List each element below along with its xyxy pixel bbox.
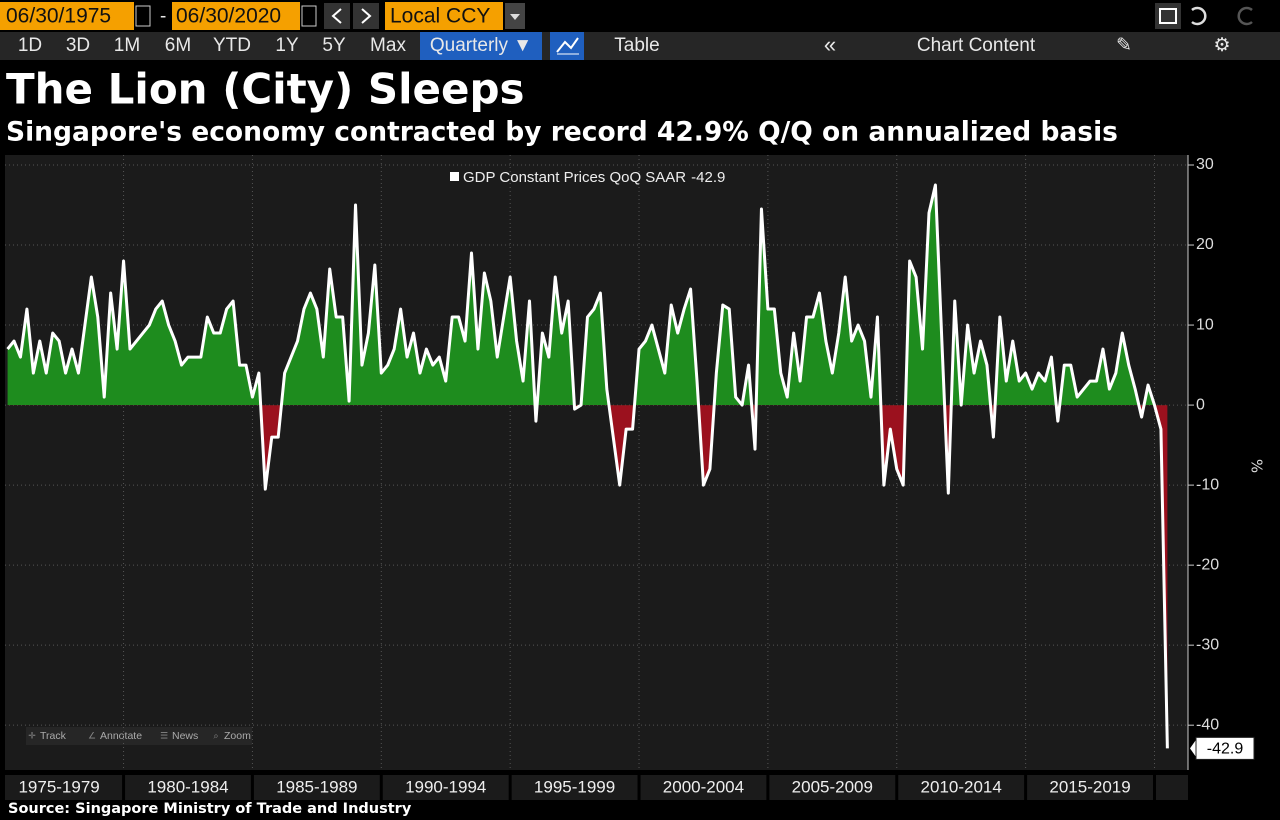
x-tick-label: 2000-2004 bbox=[663, 777, 744, 796]
range-button[interactable]: Max bbox=[370, 35, 406, 56]
legend-swatch bbox=[450, 172, 459, 181]
x-tick-label: 1995-1999 bbox=[534, 777, 615, 796]
toolbar-top: 06/30/1975 - 06/30/2020 Local CCY bbox=[0, 2, 1253, 30]
x-tick-label: 1980-1984 bbox=[147, 777, 228, 796]
range-button[interactable]: YTD bbox=[213, 35, 251, 56]
edit-icon[interactable]: ✎ bbox=[1116, 35, 1132, 56]
range-button[interactable]: 1D bbox=[18, 35, 42, 56]
chart-title: The Lion (City) Sleeps bbox=[6, 65, 525, 114]
y-tick-label: 20 bbox=[1196, 236, 1214, 253]
x-tick-label: 1975-1979 bbox=[18, 777, 99, 796]
y-tick-label: 30 bbox=[1196, 156, 1214, 173]
tool-button[interactable]: Zoom bbox=[224, 730, 251, 742]
prev-icon bbox=[331, 8, 342, 24]
y-tick-label: -30 bbox=[1196, 636, 1219, 653]
play-button[interactable] bbox=[1155, 3, 1181, 29]
currency[interactable]: Local CCY bbox=[390, 5, 490, 28]
end-date-box[interactable] bbox=[172, 2, 300, 30]
next-button[interactable] bbox=[353, 3, 379, 29]
chart-content-button[interactable]: Chart Content bbox=[917, 35, 1036, 56]
tool-icon: ✛ bbox=[28, 732, 36, 742]
x-axis-band bbox=[5, 775, 1188, 800]
tool-button[interactable]: Annotate bbox=[100, 730, 142, 742]
last-value-tag bbox=[1195, 736, 1255, 760]
legend-entry: GDP Constant Prices QoQ SAAR -42.9 bbox=[463, 169, 725, 186]
calendar-icon[interactable] bbox=[135, 5, 151, 27]
legend-value: -42.9 bbox=[691, 169, 725, 186]
y-tick-label: 0 bbox=[1196, 396, 1205, 413]
undo-icon[interactable] bbox=[1191, 6, 1207, 26]
frequency-box[interactable] bbox=[420, 32, 542, 60]
x-tick-label: 2005-2009 bbox=[792, 777, 873, 796]
line bbox=[6, 183, 1169, 749]
redo-icon[interactable] bbox=[1237, 6, 1253, 26]
date-separator: - bbox=[160, 6, 166, 27]
source: Source: Singapore Ministry of Trade and … bbox=[8, 801, 412, 817]
last-value-label: -42.9 bbox=[1207, 741, 1244, 758]
dropdown-icon bbox=[510, 14, 520, 20]
tool-button[interactable]: Track bbox=[40, 730, 67, 742]
y-axis-label: % bbox=[1248, 459, 1266, 473]
start-date-box[interactable] bbox=[0, 2, 134, 30]
chart-tools-bar bbox=[26, 727, 252, 745]
last-value-tag-arrow bbox=[1190, 738, 1197, 759]
start-date[interactable]: 06/30/1975 bbox=[6, 5, 111, 28]
x-tick-label: 2010-2014 bbox=[921, 777, 1002, 796]
next-icon bbox=[361, 8, 372, 24]
calendar-icon[interactable] bbox=[301, 5, 317, 27]
currency-box[interactable] bbox=[385, 2, 503, 30]
end-date[interactable]: 06/30/2020 bbox=[176, 5, 281, 28]
table-button[interactable]: Table bbox=[614, 35, 659, 56]
prev-button[interactable] bbox=[324, 3, 350, 29]
frequency-button[interactable]: Quarterly ▼ bbox=[430, 35, 532, 56]
chart-type-button[interactable] bbox=[550, 32, 584, 60]
range-button[interactable]: 5Y bbox=[322, 35, 346, 56]
legend-name: GDP Constant Prices QoQ SAAR bbox=[463, 169, 686, 186]
y-tick-label: -40 bbox=[1196, 716, 1219, 733]
toolbar-bottom bbox=[0, 32, 1280, 60]
range-button[interactable]: 1M bbox=[114, 35, 140, 56]
tool-button[interactable]: News bbox=[172, 730, 198, 742]
y-tick-label: -20 bbox=[1196, 556, 1219, 573]
range-button[interactable]: 3D bbox=[66, 35, 90, 56]
x-tick-label: 2015-2019 bbox=[1049, 777, 1130, 796]
tool-icon: ⌕ bbox=[213, 732, 218, 742]
play-icon bbox=[1159, 8, 1177, 24]
plot-area bbox=[5, 155, 1188, 770]
collapse-icon[interactable]: « bbox=[824, 32, 836, 57]
y-tick-label: 10 bbox=[1196, 316, 1214, 333]
range-button[interactable]: 6M bbox=[165, 35, 191, 56]
settings-icon[interactable]: ⚙ bbox=[1213, 35, 1230, 56]
tool-icon: ∠ bbox=[88, 732, 96, 742]
tool-icon: ☰ bbox=[160, 732, 168, 742]
y-tick-label: -10 bbox=[1196, 476, 1219, 493]
x-tick-label: 1990-1994 bbox=[405, 777, 486, 796]
range-button[interactable]: 1Y bbox=[275, 35, 299, 56]
chart-type-icon bbox=[556, 37, 579, 53]
x-tick-label: 1985-1989 bbox=[276, 777, 357, 796]
chart-subtitle: Singapore's economy contracted by record… bbox=[6, 117, 1118, 148]
